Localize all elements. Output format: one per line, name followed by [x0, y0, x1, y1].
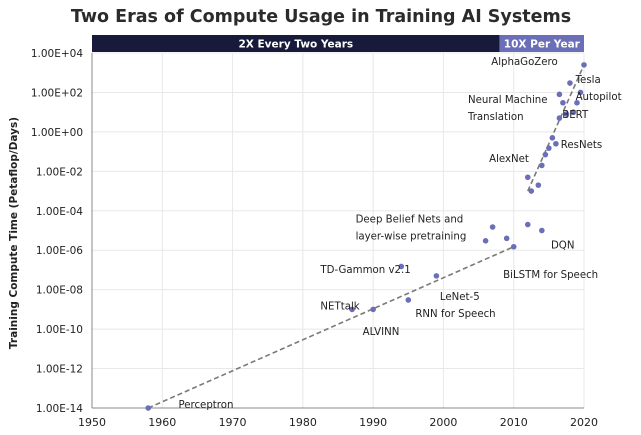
data-point	[528, 188, 535, 194]
annotation-label: Tesla Autopilot	[575, 75, 622, 103]
annotation-line: RNN for Speech	[415, 309, 495, 320]
annotation-line: AlphaGoZero	[491, 57, 558, 68]
annotation-line: ResNets	[561, 140, 602, 151]
data-point	[489, 224, 496, 230]
data-point	[433, 273, 440, 279]
x-tick-label: 2010	[500, 416, 528, 429]
data-point	[503, 235, 510, 242]
data-point	[145, 405, 152, 411]
x-tick-label: 2000	[429, 416, 457, 429]
y-tick-label: 1.00E+00	[31, 127, 83, 139]
annotation-label: ResNets	[561, 140, 602, 151]
annotation-label: LeNet-5	[440, 292, 480, 303]
annotation-label: DQN	[551, 241, 574, 252]
data-point	[553, 140, 559, 147]
y-axis-label: Training Compute Time (Petaflop/Days)	[8, 117, 20, 349]
data-point	[510, 243, 517, 250]
annotation-label: BERT	[562, 110, 589, 121]
data-point	[563, 111, 570, 117]
annotation-label: Perceptron	[178, 400, 233, 411]
grid-layer	[92, 52, 585, 409]
chart-title: Two Eras of Compute Usage in Training AI…	[71, 7, 571, 27]
y-tick-label: 1.00E-12	[36, 364, 83, 376]
annotation-line: Perceptron	[178, 400, 233, 411]
annotation-label: AlexNet	[489, 154, 529, 165]
annotation-line: Tesla	[575, 75, 601, 86]
y-tick-label: 1.00E+04	[31, 48, 83, 60]
data-point	[349, 306, 355, 313]
y-tick-label: 1.00E+02	[31, 87, 83, 99]
data-point	[549, 135, 556, 141]
x-tick-label: 1990	[359, 416, 387, 429]
data-point	[535, 182, 542, 188]
data-point	[556, 91, 563, 98]
trend-line-1	[147, 246, 515, 409]
annotation-line: TD-Gammon v2.1	[319, 265, 410, 276]
data-point	[546, 145, 552, 151]
annotation-line: BiLSTM for Speech	[503, 270, 598, 281]
annotation-line: LeNet-5	[440, 292, 480, 303]
y-tick-label: 1.00E-02	[36, 166, 83, 178]
data-point	[405, 297, 412, 303]
era-bands: 2X Every Two Years 10X Per Year	[92, 35, 584, 52]
annotation-label: Neural Machine Translation	[467, 95, 548, 123]
y-tick-label: 1.00E-04	[36, 206, 83, 218]
data-point	[577, 89, 584, 96]
data-point	[560, 99, 566, 106]
x-tick-label: 1960	[148, 416, 176, 429]
annotation-line: NETtalk	[320, 301, 359, 312]
annotations: Perceptron NETtalk ALVINN RNN for Speech LeN…	[178, 57, 621, 411]
era-label-2: 10X Per Year	[504, 39, 581, 51]
y-tick-label: 1.00E-08	[36, 285, 83, 297]
x-tick-label: 1980	[289, 416, 317, 429]
data-point	[574, 99, 580, 106]
x-tick-label: 1970	[219, 416, 247, 429]
era-band-2	[499, 35, 584, 52]
annotation-label: NETtalk	[320, 301, 359, 312]
annotation-label: ALVINN	[363, 327, 400, 338]
annotation-label: TD-Gammon v2.1	[319, 265, 410, 276]
data-point	[567, 80, 573, 86]
y-tick-label: 1.00E-14	[36, 403, 83, 415]
annotation-line: Autopilot	[576, 92, 622, 103]
x-tick-label: 1950	[78, 416, 106, 429]
data-point	[524, 174, 531, 181]
data-point	[539, 227, 545, 234]
era-label-1: 2X Every Two Years	[238, 39, 353, 51]
annotation-line: ALVINN	[363, 327, 400, 338]
annotation-line: AlexNet	[489, 154, 529, 165]
trend-line-2	[527, 64, 585, 192]
data-point	[556, 115, 563, 121]
annotation-line: DQN	[551, 241, 574, 252]
annotation-line: Neural Machine	[468, 95, 548, 106]
annotation-line: BERT	[562, 110, 589, 121]
data-point	[398, 263, 405, 270]
era-band-1	[92, 35, 500, 52]
y-tick-label: 1.00E-10	[36, 324, 83, 336]
annotation-label: RNN for Speech	[415, 309, 495, 320]
annotation-label: Deep Belief Nets and layer-wise pretraini…	[356, 215, 467, 243]
annotation-line: Translation	[467, 112, 524, 123]
data-point	[542, 151, 549, 158]
y-tick-label: 1.00E-06	[36, 245, 83, 257]
data-point	[581, 62, 587, 68]
annotation-label: AlphaGoZero	[491, 57, 558, 68]
data-points	[145, 62, 587, 411]
annotation-line: layer-wise pretraining	[356, 232, 467, 243]
data-point	[570, 109, 577, 115]
annotation-label: BiLSTM for Speech	[503, 270, 598, 281]
data-point	[539, 162, 545, 169]
annotation-line: Deep Belief Nets and	[356, 215, 464, 226]
x-tick-label: 2020	[570, 416, 598, 429]
data-point	[524, 221, 531, 228]
axes: 1950 1960 1970 1980 1990 2000 2010 2020 1.00E+04…	[31, 48, 598, 429]
data-point	[370, 306, 376, 313]
data-point	[482, 238, 489, 244]
trend-lines	[147, 64, 585, 409]
